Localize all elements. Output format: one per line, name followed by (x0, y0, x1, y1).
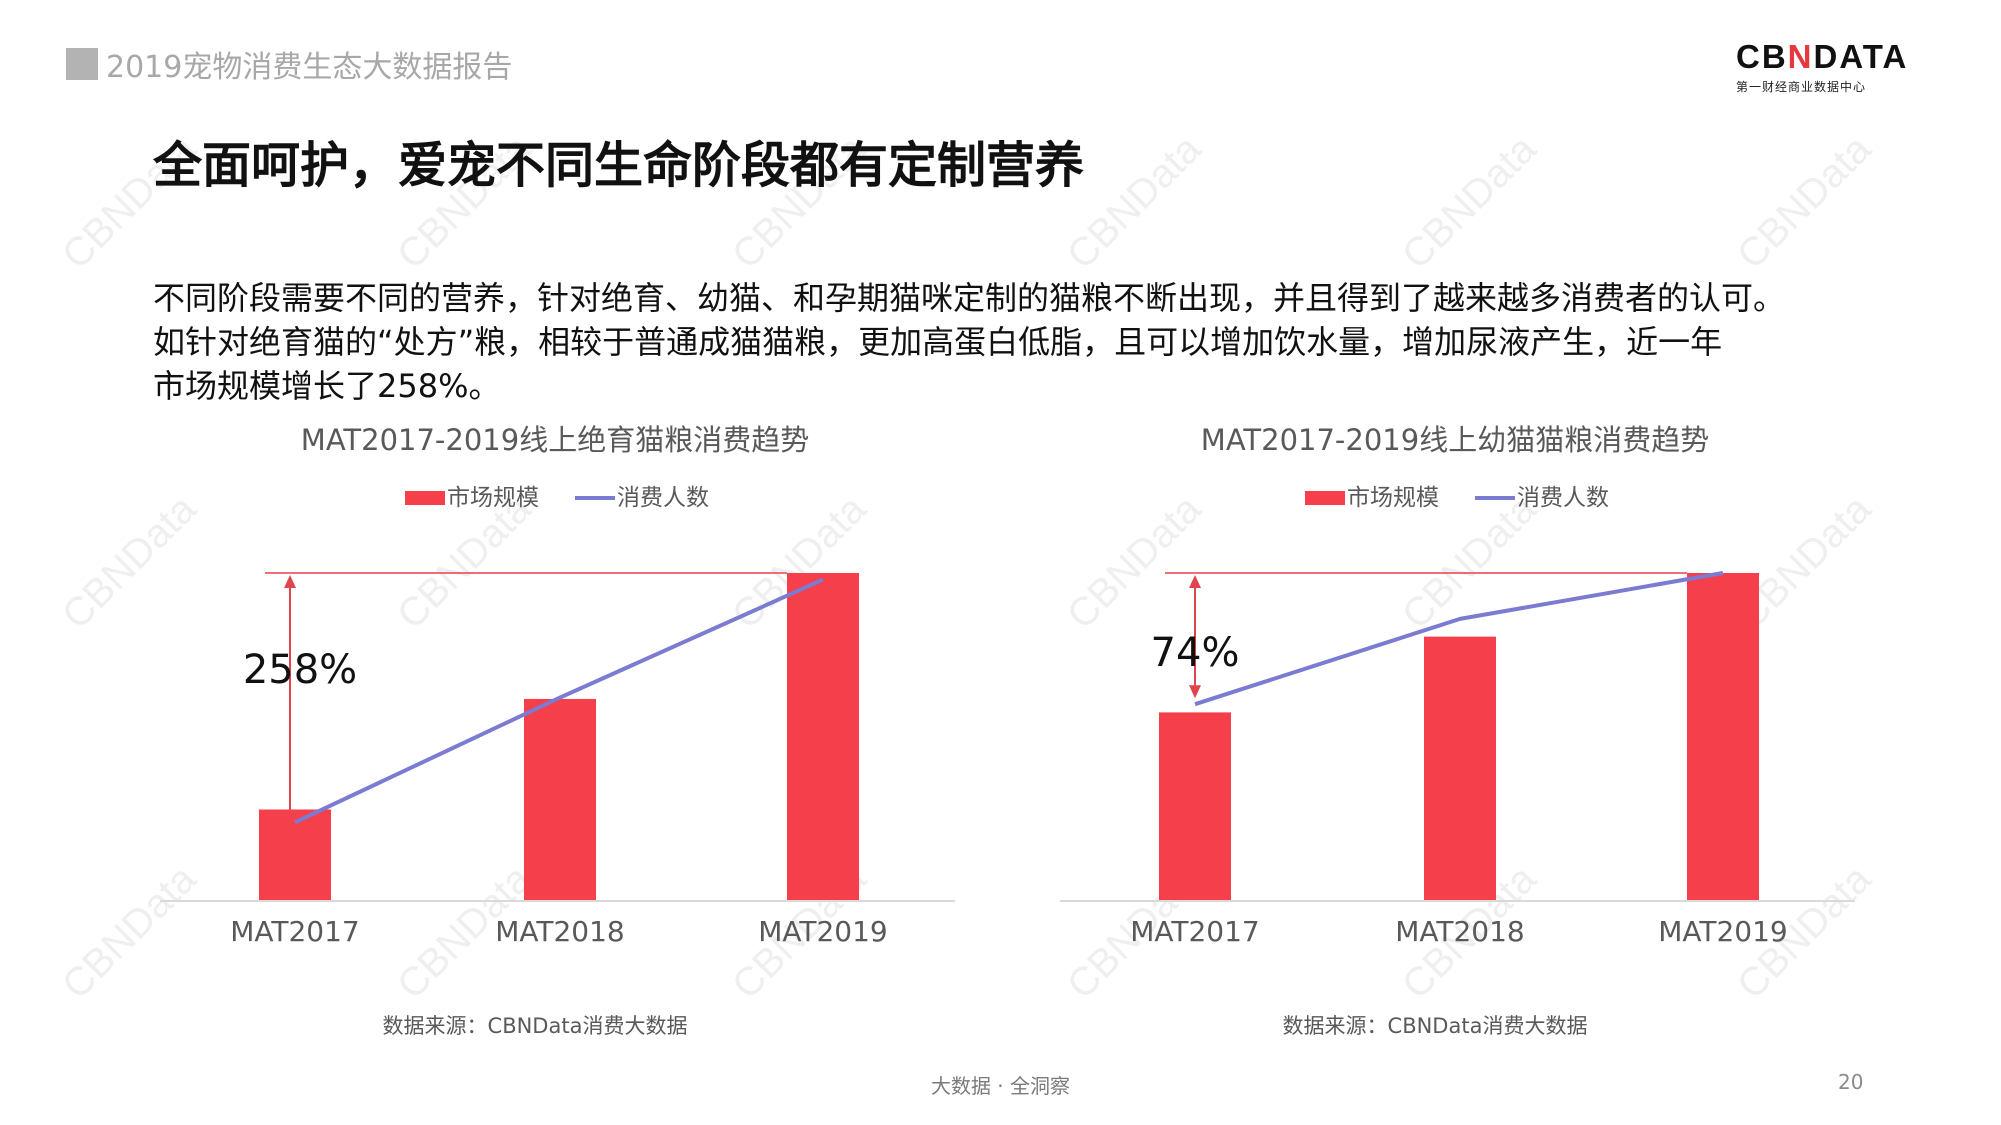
legend-label-line: 消费人数 (617, 485, 709, 511)
arrow-head-up (284, 575, 296, 588)
growth-annotation: 258% (243, 647, 357, 693)
legend: 市场规模 消费人数 (405, 485, 709, 511)
watermark-text: CBNData (1728, 126, 1880, 278)
description-paragraph: 不同阶段需要不同的营养，针对绝育、幼猫、和孕期猫咪定制的猫粮不断出现，并且得到了… (153, 276, 1893, 408)
series-line-consumers (1194, 571, 1724, 707)
bar-mat2018 (524, 698, 596, 901)
growth-annotation: 74% (1151, 630, 1240, 676)
legend-label-bar: 市场规模 (447, 485, 539, 511)
legend-swatch-bar (405, 491, 445, 505)
page-title: 全面呵护，爱宠不同生命阶段都有定制营养 (153, 137, 1085, 194)
description-line-3: 市场规模增长了258%。 (153, 367, 501, 405)
x-tick-label: MAT2019 (758, 915, 888, 948)
x-tick-label: MAT2017 (1130, 915, 1260, 948)
series-line-consumers (294, 577, 824, 825)
logo-subtitle: 第一财经商业数据中心 (1736, 80, 1867, 94)
x-tick-label: MAT2018 (495, 915, 625, 948)
x-tick-label: MAT2017 (230, 915, 360, 948)
logo-text-a: CB (1736, 38, 1788, 75)
logo-text-n: N (1787, 38, 1814, 75)
report-title: 2019宠物消费生态大数据报告 (106, 50, 513, 85)
watermark-text: CBNData (1393, 126, 1545, 278)
bar-mat2019 (1687, 573, 1759, 901)
x-tick-label: MAT2018 (1395, 915, 1525, 948)
logo-text-b: DATA (1813, 38, 1909, 75)
bar-mat2017 (1159, 712, 1231, 901)
arrow-head-up (1189, 575, 1201, 588)
description-line-1: 不同阶段需要不同的营养，针对绝育、幼猫、和孕期猫咪定制的猫粮不断出现，并且得到了… (153, 279, 1786, 317)
description-line-2: 如针对绝育猫的“处方”粮，相较于普通成猫猫粮，更加高蛋白低脂，且可以增加饮水量，… (153, 323, 1723, 361)
data-source: 数据来源：CBNData消费大数据 (383, 1014, 688, 1038)
legend-label-line: 消费人数 (1517, 485, 1609, 511)
page-number: 20 (1838, 1070, 1864, 1094)
chart-title: MAT2017-2019线上绝育猫粮消费趋势 (301, 423, 809, 457)
legend-swatch-bar (1305, 491, 1345, 505)
report-header: 2019宠物消费生态大数据报告 (66, 44, 513, 85)
legend-label-bar: 市场规模 (1347, 485, 1439, 511)
header-square (66, 48, 98, 80)
data-source: 数据来源：CBNData消费大数据 (1283, 1014, 1588, 1038)
x-tick-label: MAT2019 (1658, 915, 1788, 948)
cbndata-logo: CB N DATA 第一财经商业数据中心 (1736, 38, 1936, 98)
legend: 市场规模 消费人数 (1305, 485, 1609, 511)
bar-mat2017 (259, 809, 331, 901)
chart-title: MAT2017-2019线上幼猫猫粮消费趋势 (1201, 423, 1709, 457)
arrow-head-down (1189, 685, 1201, 699)
chart-kitten-food: MAT2017-2019线上幼猫猫粮消费趋势市场规模 消费人数 MAT2017 MAT… (1055, 418, 1875, 1038)
footer-slogan: 大数据 · 全洞察 (930, 1074, 1071, 1098)
bar-mat2018 (1424, 636, 1496, 901)
bar-mat2019 (787, 573, 859, 901)
chart-sterilized-cat-food: MAT2017-2019线上绝育猫粮消费趋势市场规模 消费人数 MAT2017 MAT… (155, 418, 975, 1038)
logo-wordmark: CB N DATA (1736, 38, 1936, 76)
